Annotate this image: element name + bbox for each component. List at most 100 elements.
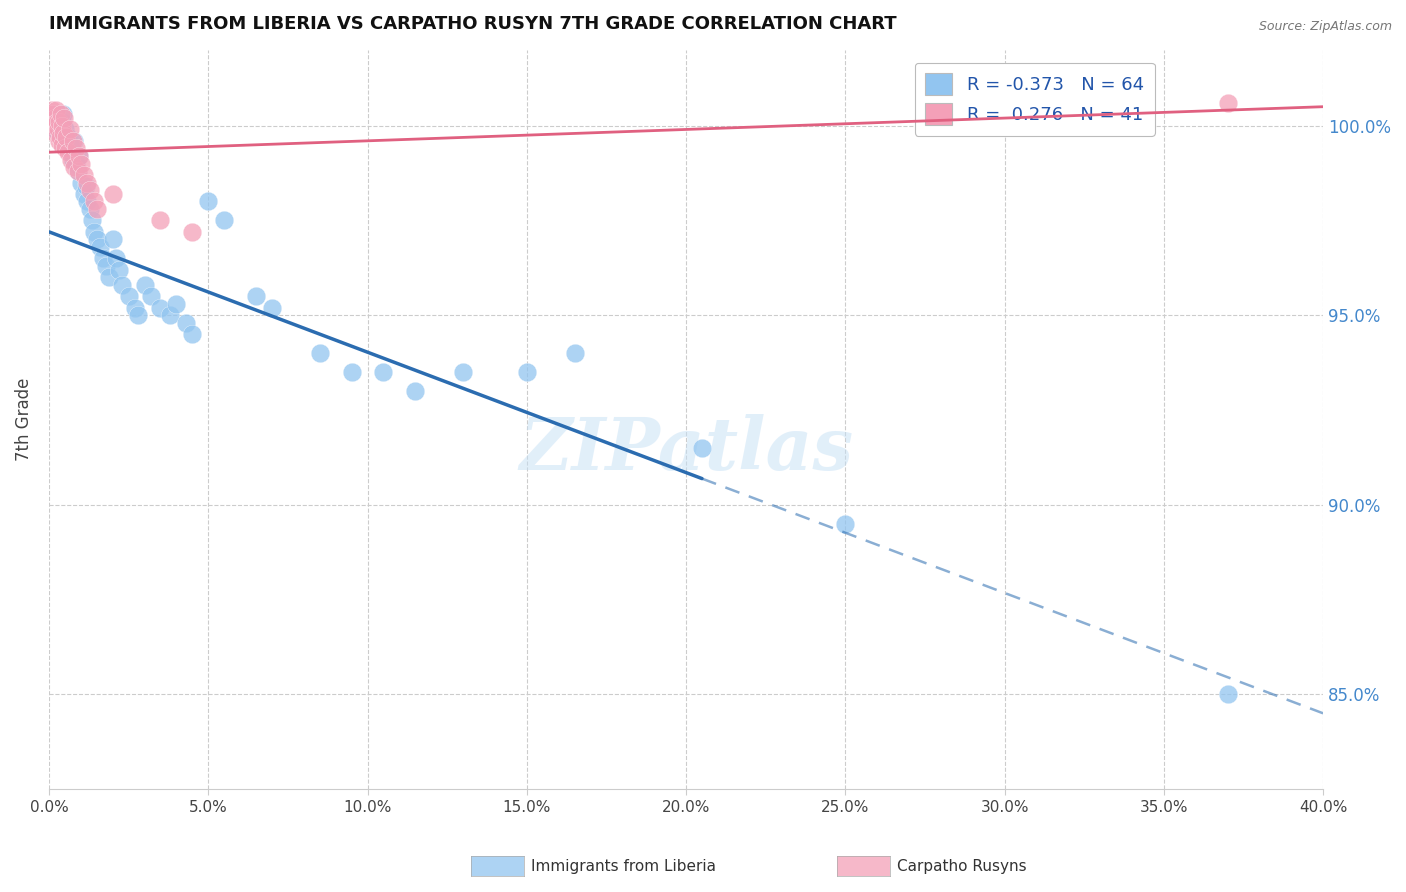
Point [101, 186, 124, 201]
Point [44, 111, 66, 125]
Point [690, 441, 713, 455]
Point [66, 164, 89, 178]
Point [62, 153, 84, 167]
Point [41, 103, 63, 118]
Point [63, 134, 86, 148]
Point [516, 365, 538, 379]
Point [91, 252, 114, 266]
Point [41, 119, 63, 133]
Point [44, 122, 66, 136]
Point [373, 365, 395, 379]
Point [104, 252, 127, 266]
Point [44, 126, 66, 140]
Point [65, 141, 87, 155]
Point [564, 346, 586, 360]
Point [56, 130, 79, 145]
Point [67, 149, 90, 163]
Point [1216, 687, 1239, 701]
Point [149, 213, 172, 227]
Point [39, 111, 62, 125]
Point [53, 122, 76, 136]
Point [51, 119, 73, 133]
Text: ZIPatlas: ZIPatlas [519, 414, 853, 484]
Point [60, 153, 83, 167]
Text: Immigrants from Liberia: Immigrants from Liberia [531, 859, 717, 873]
Point [83, 194, 105, 209]
Point [197, 194, 219, 209]
Point [69, 156, 91, 170]
Point [53, 111, 76, 125]
Point [451, 365, 474, 379]
Point [48, 134, 70, 148]
Point [127, 308, 149, 322]
Point [83, 225, 105, 239]
Point [48, 115, 70, 129]
Point [42, 107, 65, 121]
Point [55, 130, 77, 145]
Point [139, 289, 162, 303]
Point [134, 277, 156, 292]
Point [59, 137, 82, 152]
Legend: R = -0.373   N = 64, R =  0.276   N = 41: R = -0.373 N = 64, R = 0.276 N = 41 [914, 62, 1154, 136]
Point [404, 384, 426, 398]
Point [86, 232, 108, 246]
Text: IMMIGRANTS FROM LIBERIA VS CARPATHO RUSYN 7TH GRADE CORRELATION CHART: IMMIGRANTS FROM LIBERIA VS CARPATHO RUSY… [49, 15, 897, 33]
Point [53, 141, 76, 155]
Point [76, 176, 98, 190]
Point [67, 149, 90, 163]
Point [98, 270, 121, 285]
Point [86, 202, 108, 216]
Point [65, 156, 87, 170]
Point [308, 346, 330, 360]
Point [45, 111, 67, 125]
Point [75, 179, 97, 194]
Point [89, 240, 111, 254]
Point [212, 213, 235, 227]
Point [340, 365, 363, 379]
Point [46, 122, 69, 136]
Point [52, 107, 75, 121]
Point [181, 327, 204, 342]
Point [96, 259, 118, 273]
Point [49, 126, 72, 140]
Point [159, 308, 181, 322]
Point [52, 126, 75, 140]
Point [124, 301, 146, 315]
Point [108, 262, 131, 277]
Point [117, 289, 139, 303]
Text: Carpatho Rusyns: Carpatho Rusyns [897, 859, 1026, 873]
Point [60, 145, 83, 160]
Point [111, 277, 134, 292]
Point [79, 183, 101, 197]
Y-axis label: 7th Grade: 7th Grade [15, 378, 32, 461]
Point [66, 164, 89, 178]
Point [165, 297, 187, 311]
Point [63, 161, 86, 175]
Point [73, 168, 96, 182]
Text: Source: ZipAtlas.com: Source: ZipAtlas.com [1258, 20, 1392, 33]
Point [45, 103, 67, 118]
Point [245, 289, 267, 303]
Point [260, 301, 283, 315]
Point [42, 115, 65, 129]
Point [42, 119, 65, 133]
Point [834, 516, 856, 531]
Point [49, 107, 72, 121]
Point [45, 115, 67, 129]
Point [149, 301, 172, 315]
Point [79, 202, 101, 216]
Point [174, 316, 197, 330]
Point [80, 213, 103, 227]
Point [101, 232, 124, 246]
Point [62, 134, 84, 148]
Point [49, 130, 72, 145]
Point [181, 225, 204, 239]
Point [76, 194, 98, 209]
Point [48, 119, 70, 133]
Point [69, 176, 91, 190]
Point [51, 115, 73, 129]
Point [41, 115, 63, 129]
Point [73, 186, 96, 201]
Point [1216, 95, 1239, 110]
Point [51, 137, 73, 152]
